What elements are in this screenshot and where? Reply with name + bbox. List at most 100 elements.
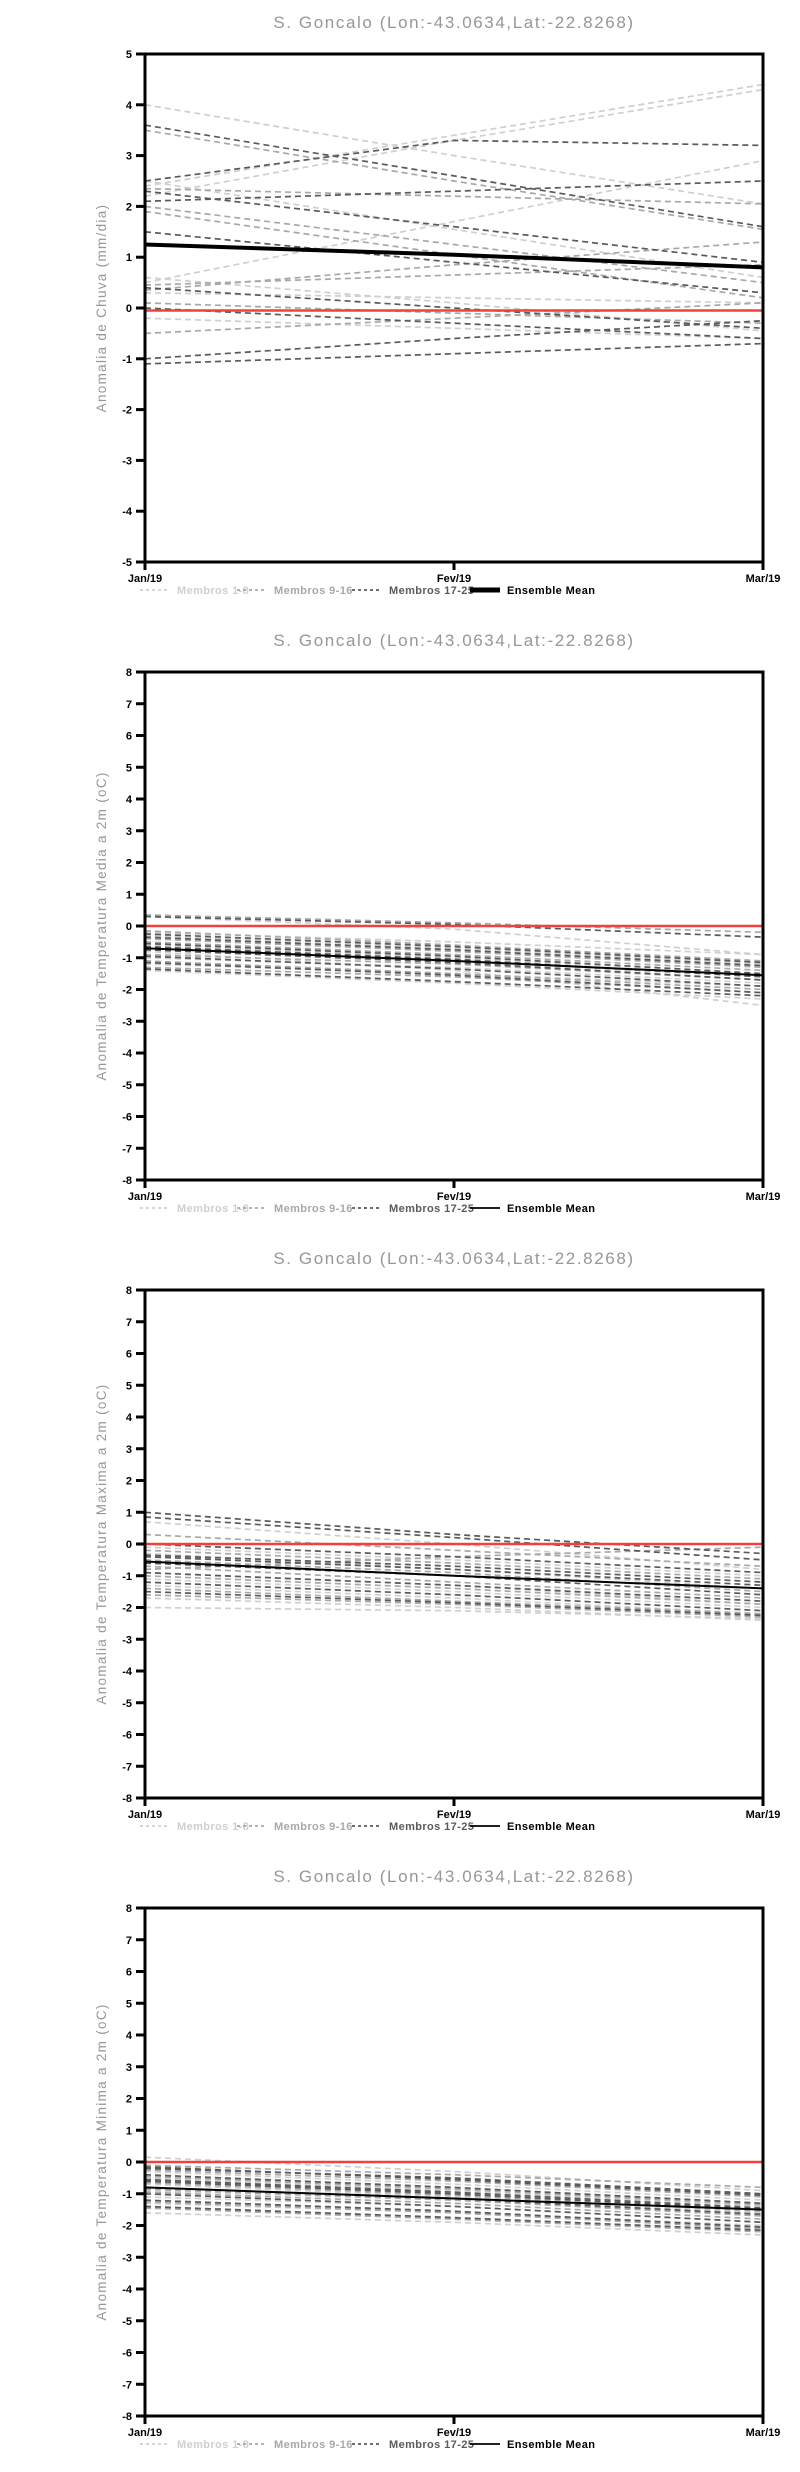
y-tick-label: 1 xyxy=(126,252,132,264)
y-tick-label: -5 xyxy=(122,1698,132,1710)
y-tick-label: -3 xyxy=(122,2252,132,2264)
member-line-9-16 xyxy=(144,1587,764,1615)
ensemble-mean-line xyxy=(144,2186,764,2211)
y-tick-label: 3 xyxy=(126,2062,132,2074)
member-line-9-16 xyxy=(144,1574,764,1606)
y-tick-label: -6 xyxy=(122,1730,132,1742)
x-tick-label: Fev/19 xyxy=(437,2427,471,2439)
member-line-9-16 xyxy=(144,302,764,335)
member-line-9-16 xyxy=(144,129,764,231)
member-line-9-16 xyxy=(144,1533,764,1568)
member-line-17-25 xyxy=(144,2178,764,2209)
member-line-1-8 xyxy=(144,1606,764,1620)
y-tick-label: -7 xyxy=(122,1143,132,1155)
legend-label-mean: Ensemble Mean xyxy=(507,1821,595,1833)
x-tick-label: Jan/19 xyxy=(128,1809,162,1821)
legend-label-17-25: Membros 17-25 xyxy=(389,1821,474,1833)
y-tick-label: -5 xyxy=(122,2316,132,2328)
x-tick-label: Mar/19 xyxy=(746,2427,781,2439)
y-tick-label: 4 xyxy=(126,100,133,112)
x-tick-label: Mar/19 xyxy=(746,573,781,585)
y-tick-label: -6 xyxy=(122,2348,132,2360)
member-line-1-8 xyxy=(144,1584,764,1615)
x-tick-label: Mar/19 xyxy=(746,1191,781,1203)
y-tick-label: 1 xyxy=(126,2125,132,2137)
x-tick-label: Jan/19 xyxy=(128,1191,162,1203)
member-line-17-25 xyxy=(144,1516,764,1561)
member-line-17-25 xyxy=(144,961,764,994)
y-tick-label: -5 xyxy=(122,1080,132,1092)
legend-label-9-16: Membros 9-16 xyxy=(274,1203,353,1215)
member-line-17-25 xyxy=(144,968,764,997)
y-tick-label: 0 xyxy=(126,1539,132,1551)
y-tick-label: 6 xyxy=(126,731,132,743)
member-line-17-25 xyxy=(144,1555,764,1587)
member-line-17-25 xyxy=(144,1554,764,1583)
y-tick-label: 2 xyxy=(126,201,132,213)
member-line-17-25 xyxy=(144,936,764,967)
y-tick-label: -1 xyxy=(122,354,132,366)
legend-label-mean: Ensemble Mean xyxy=(507,1203,595,1215)
y-tick-label: 5 xyxy=(126,49,132,61)
member-line-17-25 xyxy=(144,2192,764,2224)
y-tick-label: -2 xyxy=(122,405,132,417)
y-tick-label: -8 xyxy=(122,2411,132,2423)
member-line-17-25 xyxy=(144,319,764,360)
chart-block-temp-media-anomaly: S. Goncalo (Lon:-43.0634,Lat:-22.8268) An… xyxy=(0,618,800,1236)
member-line-9-16 xyxy=(144,302,764,325)
member-line-17-25 xyxy=(144,942,764,975)
member-line-17-25 xyxy=(144,2165,764,2197)
chart-block-temp-minima-anomaly: S. Goncalo (Lon:-43.0634,Lat:-22.8268) An… xyxy=(0,1854,800,2472)
legend-label-mean: Ensemble Mean xyxy=(507,585,595,597)
legend-label-9-16: Membros 9-16 xyxy=(274,1821,353,1833)
x-tick-label: Jan/19 xyxy=(128,573,162,585)
y-tick-label: -7 xyxy=(122,1761,132,1773)
member-line-17-25 xyxy=(144,2173,764,2205)
y-tick-label: 2 xyxy=(126,858,132,870)
member-line-1-8 xyxy=(144,2177,764,2208)
y-tick-label: 4 xyxy=(126,794,133,806)
legend-label-17-25: Membros 17-25 xyxy=(389,585,474,597)
member-line-9-16 xyxy=(144,1593,764,1618)
member-line-1-8 xyxy=(144,2183,764,2214)
y-tick-label: -4 xyxy=(122,2284,133,2296)
y-tick-label: 0 xyxy=(126,303,132,315)
member-line-9-16 xyxy=(144,2175,764,2206)
member-line-17-25 xyxy=(144,948,764,981)
member-line-17-25 xyxy=(144,124,764,228)
ensemble-mean-line xyxy=(144,1560,764,1590)
member-line-17-25 xyxy=(144,2199,764,2228)
member-line-9-16 xyxy=(144,241,764,292)
member-line-9-16 xyxy=(144,2164,764,2189)
member-line-17-25 xyxy=(144,139,764,182)
y-tick-label: 3 xyxy=(126,1444,132,1456)
y-tick-label: 7 xyxy=(126,1935,132,1947)
y-axis-label: Anomalia de Temperatura Minima a 2m (oC) xyxy=(94,2003,109,2320)
y-tick-label: -8 xyxy=(122,1175,132,1187)
y-tick-label: -6 xyxy=(122,1112,132,1124)
chart-block-rain-anomaly: S. Goncalo (Lon:-43.0634,Lat:-22.8268) An… xyxy=(0,0,800,618)
member-line-9-16 xyxy=(144,1565,764,1599)
legend-label-17-25: Membros 17-25 xyxy=(389,2439,474,2451)
member-line-9-16 xyxy=(144,2191,764,2221)
chart-title: S. Goncalo (Lon:-43.0634,Lat:-22.8268) xyxy=(273,1867,634,1886)
member-line-17-25 xyxy=(144,2180,764,2211)
x-tick-label: Fev/19 xyxy=(437,573,471,585)
member-line-1-8 xyxy=(144,103,764,205)
y-tick-label: 0 xyxy=(126,2157,132,2169)
legend-label-mean: Ensemble Mean xyxy=(507,2439,595,2451)
y-tick-label: 0 xyxy=(126,921,132,933)
y-tick-label: -2 xyxy=(122,1603,132,1615)
member-line-17-25 xyxy=(144,1581,764,1612)
chart-title: S. Goncalo (Lon:-43.0634,Lat:-22.8268) xyxy=(273,13,634,32)
legend-label-1-8: Membros 1-8 xyxy=(177,2439,249,2451)
y-tick-label: 8 xyxy=(126,667,132,679)
member-line-9-16 xyxy=(144,2188,764,2217)
member-line-9-16 xyxy=(144,941,764,972)
y-tick-label: 6 xyxy=(126,1967,132,1979)
x-tick-label: Fev/19 xyxy=(437,1191,471,1203)
member-line-1-8 xyxy=(144,1546,764,1577)
member-line-1-8 xyxy=(144,83,764,187)
ensemble-mean-line xyxy=(144,242,764,270)
y-axis-label: Anomalia de Temperatura Media a 2m (oC) xyxy=(94,771,109,1080)
